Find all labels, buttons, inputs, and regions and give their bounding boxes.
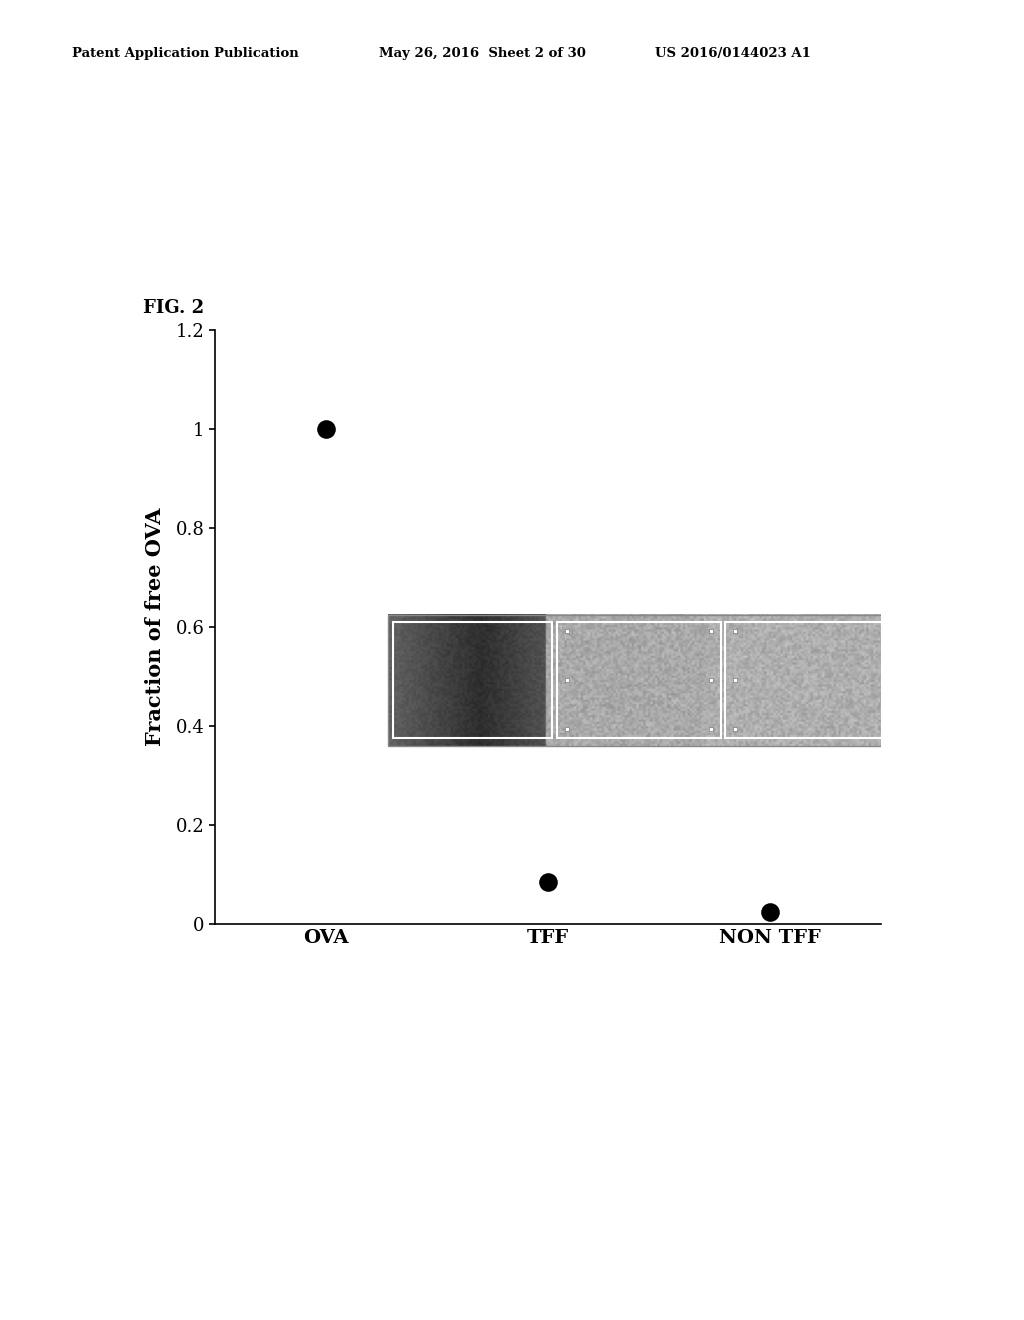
Text: FIG. 2: FIG. 2 [143,298,205,317]
Bar [557,622,721,738]
Bar [725,622,894,738]
Text: US 2016/0144023 A1: US 2016/0144023 A1 [655,46,811,59]
Text: Patent Application Publication: Patent Application Publication [72,46,298,59]
Y-axis label: Fraction of free OVA: Fraction of free OVA [144,508,165,746]
Text: May 26, 2016  Sheet 2 of 30: May 26, 2016 Sheet 2 of 30 [379,46,586,59]
Point [540,871,556,892]
Bar [388,615,898,746]
Point [317,418,334,440]
Bar [392,622,552,738]
Point [762,902,778,923]
